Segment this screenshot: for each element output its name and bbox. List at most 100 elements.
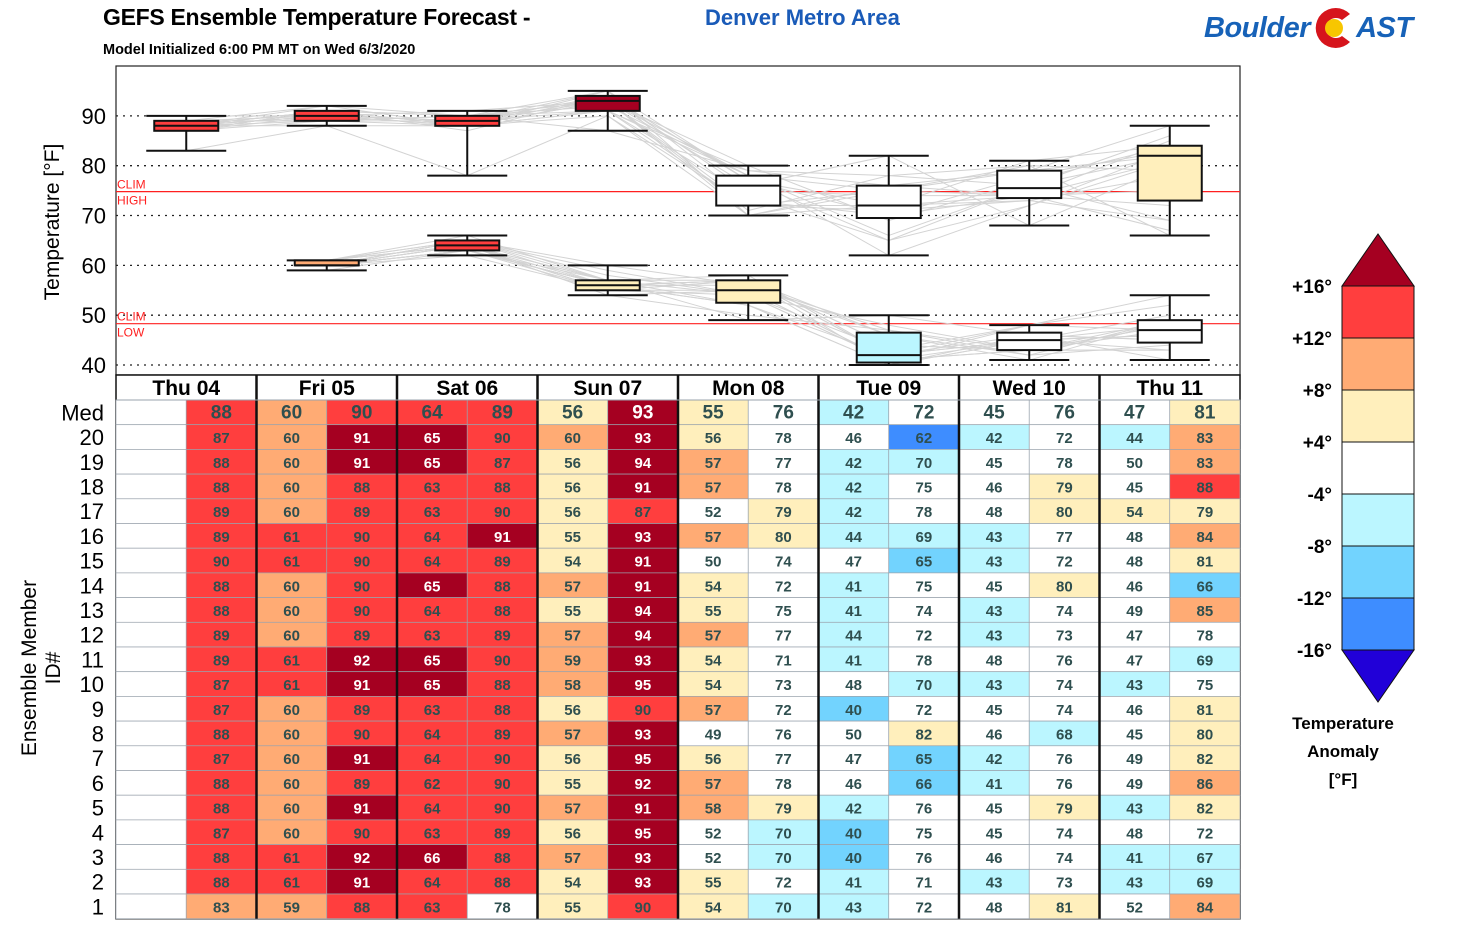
row-label: Med xyxy=(61,400,104,425)
table-cell-high xyxy=(326,523,398,549)
table-cell-value: 43 xyxy=(986,529,1003,546)
table-cell-value: 41 xyxy=(845,578,862,595)
table-cell-low xyxy=(958,893,1030,920)
table-cell-high xyxy=(747,621,819,648)
table-cell-value: 82 xyxy=(916,726,933,743)
day-header: Mon 08 xyxy=(712,377,785,400)
table-cell-value: 45 xyxy=(986,455,1003,472)
table-cell-low xyxy=(1099,424,1171,450)
table-cell-low xyxy=(677,572,749,598)
table-cell-value: 89 xyxy=(213,529,230,546)
logo-text-left: Boulder xyxy=(1204,11,1311,44)
table-cell-value: 93 xyxy=(632,402,653,423)
table-cell-high xyxy=(1028,399,1100,426)
table-cell-value: 72 xyxy=(1056,554,1073,571)
table-cell-value: 72 xyxy=(775,875,792,892)
table-cell-high xyxy=(185,399,257,426)
day-header: Thu 11 xyxy=(1136,377,1203,400)
table-cell-high xyxy=(747,572,819,598)
table-cell-value: 70 xyxy=(775,850,792,867)
table-cell-value: 93 xyxy=(635,652,652,669)
table-cell-low xyxy=(256,621,328,648)
table-cell-low xyxy=(537,696,609,722)
row-label: 19 xyxy=(80,450,104,475)
table-cell-high xyxy=(747,794,819,821)
table-cell-high xyxy=(466,473,538,500)
table-cell-high xyxy=(1169,424,1241,450)
table-cell-value: 76 xyxy=(773,402,794,423)
table-cell-low xyxy=(256,819,328,845)
table-cell-value: 87 xyxy=(213,702,230,719)
table-cell-value: 88 xyxy=(213,479,230,496)
table-cell-high xyxy=(1028,720,1100,747)
row-label: 12 xyxy=(80,623,104,648)
legend-title-line2: Anomaly xyxy=(1307,742,1379,761)
table-cell-high xyxy=(326,868,398,895)
table-cell-high xyxy=(747,720,819,747)
table-cell-value: 72 xyxy=(775,578,792,595)
table-cell-high xyxy=(326,547,398,574)
table-cell-value: 41 xyxy=(845,652,862,669)
table-cell-value: 90 xyxy=(354,825,371,842)
table-cell-high xyxy=(607,547,679,574)
table-cell-high xyxy=(888,547,960,574)
table-cell-low xyxy=(677,498,749,524)
table-cell-high xyxy=(747,819,819,845)
table-cell-value: 71 xyxy=(916,875,933,892)
colorbar-segment xyxy=(1341,597,1415,651)
table-cell-value: 55 xyxy=(703,402,725,423)
table-cell-low xyxy=(818,770,890,796)
table-cell-value: 40 xyxy=(845,702,862,719)
colorbar-segment xyxy=(1341,441,1415,495)
table-cell-empty xyxy=(115,893,187,920)
table-cell-value: 87 xyxy=(213,825,230,842)
day-header: Sat 06 xyxy=(436,377,498,400)
table-cell-high xyxy=(888,794,960,821)
table-cell-value: 63 xyxy=(424,479,441,496)
table-cell-value: 48 xyxy=(845,677,862,694)
table-cell-value: 82 xyxy=(1197,751,1214,768)
region-label: Denver Metro Area xyxy=(705,5,900,30)
table-cell-low xyxy=(537,424,609,450)
table-cell-value: 88 xyxy=(354,479,371,496)
table-cell-value: 78 xyxy=(1197,628,1214,645)
table-cell-value: 46 xyxy=(986,850,1003,867)
table-cell-value: 64 xyxy=(424,529,441,546)
table-cell-value: 70 xyxy=(916,677,933,694)
table-cell-value: 41 xyxy=(986,776,1003,793)
table-cell-value: 48 xyxy=(986,899,1003,916)
table-cell-high xyxy=(185,523,257,549)
table-cell-value: 55 xyxy=(564,529,581,546)
table-cell-value: 57 xyxy=(705,479,722,496)
table-cell-value: 45 xyxy=(984,402,1006,423)
table-cell-value: 47 xyxy=(1126,628,1143,645)
table-cell-value: 95 xyxy=(635,751,652,768)
table-cell-low xyxy=(818,819,890,845)
table-cell-value: 57 xyxy=(564,628,581,645)
table-cell-value: 50 xyxy=(845,726,862,743)
table-cell-value: 57 xyxy=(705,776,722,793)
table-cell-value: 84 xyxy=(1197,899,1214,916)
table-cell-value: 81 xyxy=(1056,899,1073,916)
table-cell-value: 75 xyxy=(775,603,792,620)
table-cell-value: 61 xyxy=(283,850,300,867)
table-cell-high xyxy=(466,597,538,623)
table-cell-low xyxy=(537,572,609,598)
table-cell-value: 61 xyxy=(283,875,300,892)
table-cell-low xyxy=(537,770,609,796)
table-cell-value: 79 xyxy=(775,801,792,818)
table-cell-value: 43 xyxy=(986,875,1003,892)
table-cell-value: 61 xyxy=(283,529,300,546)
table-cell-value: 81 xyxy=(1197,554,1214,571)
table-cell-value: 74 xyxy=(775,554,792,571)
table-cell-value: 65 xyxy=(424,677,441,694)
table-cell-value: 89 xyxy=(494,554,511,571)
colorbar-segment xyxy=(1341,285,1415,339)
table-cell-low xyxy=(818,646,890,673)
table-cell-value: 87 xyxy=(213,677,230,694)
table-cell-value: 89 xyxy=(213,628,230,645)
table-cell-value: 90 xyxy=(354,554,371,571)
table-cell-low xyxy=(818,720,890,747)
table-cell-value: 78 xyxy=(494,899,511,916)
table-cell-value: 63 xyxy=(424,504,441,521)
